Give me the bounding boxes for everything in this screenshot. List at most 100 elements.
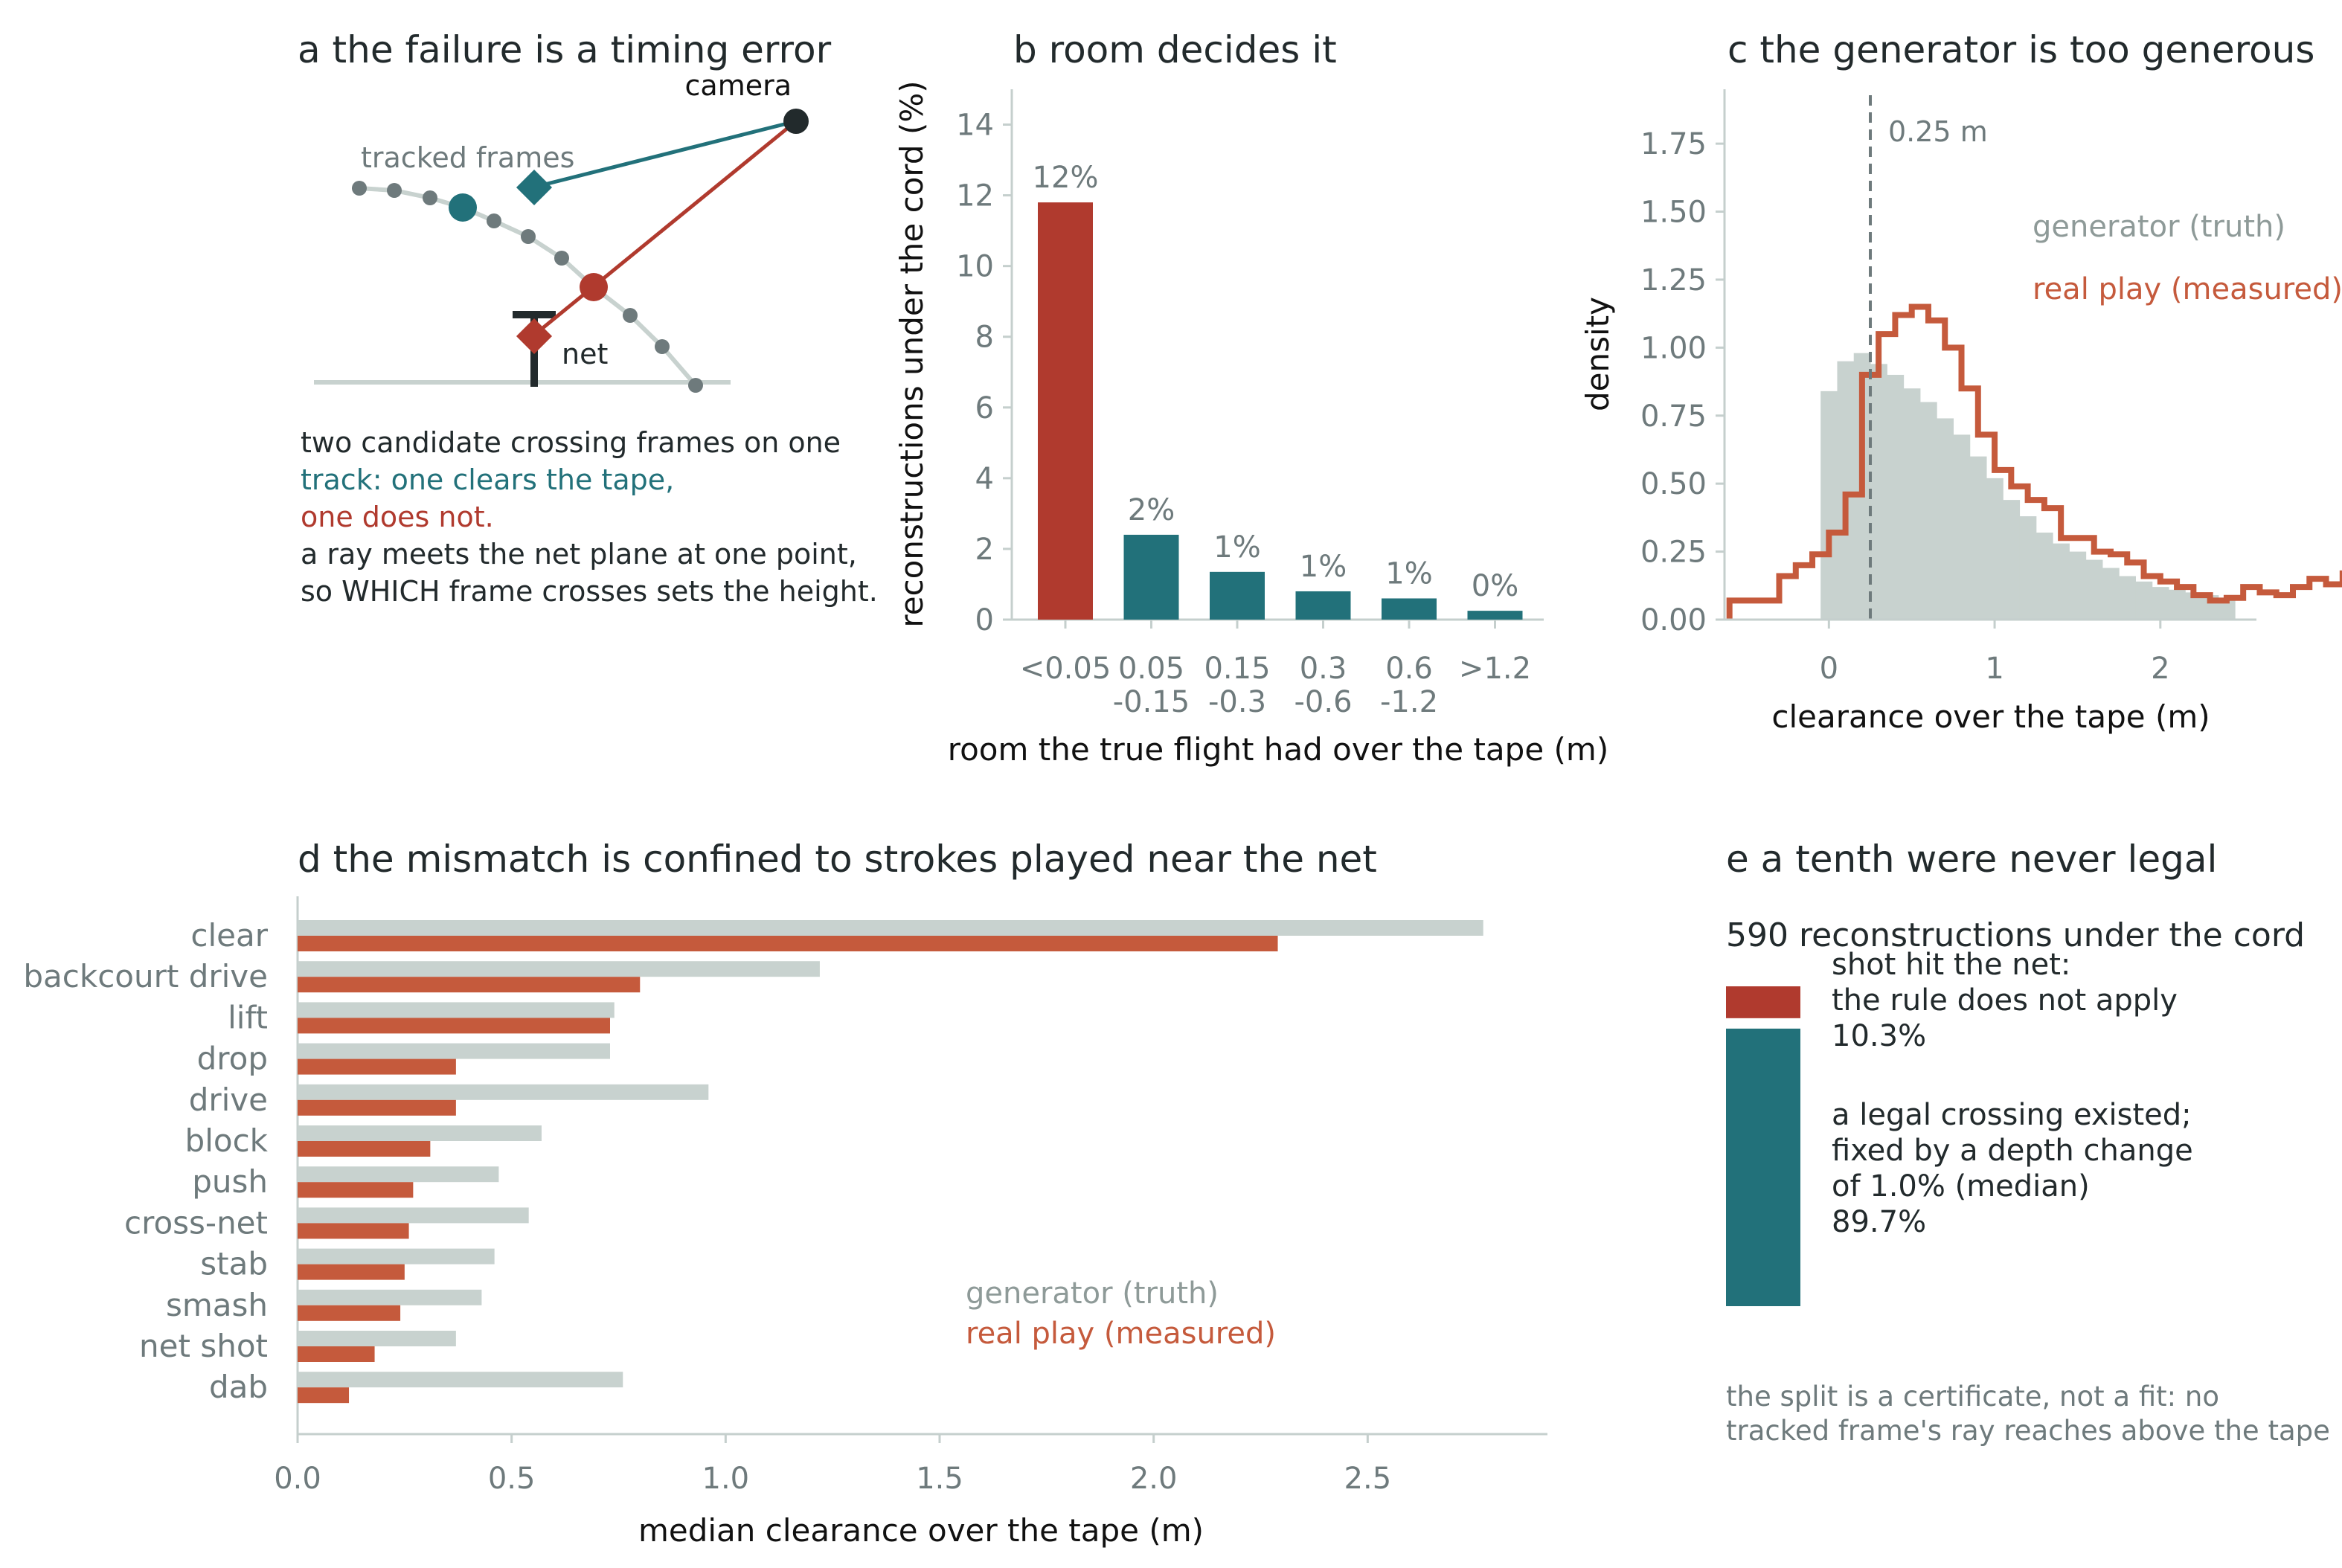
panel-d-title: d the mismatch is confined to strokes pl… <box>298 838 1377 881</box>
panel-b-x-tick-label: <0.05 <box>1020 652 1111 686</box>
panel-b-data-label: 1% <box>1213 530 1260 565</box>
panel-b-bar <box>1382 598 1437 620</box>
panel-b-x-tick-label: -0.6 <box>1294 685 1352 719</box>
tracked-frame-dot <box>387 183 402 198</box>
panel-c-generator-bin <box>1887 374 1905 620</box>
panel-e-stacked-bar <box>1726 986 1800 1306</box>
panel-a-text-line: a ray meets the net plane at one point, <box>301 538 857 571</box>
panel-c-generator-bin <box>2053 543 2070 620</box>
panel-c-generator-bin <box>2085 559 2103 620</box>
panel-b-y-tick-label: 6 <box>975 391 994 425</box>
panel-a-text-line: two candidate crossing frames on one <box>301 426 841 459</box>
panel-c: c the generator is too generous 0.25 m 0… <box>1579 28 2342 735</box>
panel-d-real-play-bar <box>298 1387 350 1404</box>
panel-c-generator-bin <box>2152 587 2169 620</box>
ray-under-tape <box>531 120 798 338</box>
panel-b-data-label: 12% <box>1033 161 1099 195</box>
panel-c-generator-bin <box>1870 364 1887 620</box>
panel-b-bar <box>1467 611 1523 620</box>
panel-b-x-axis-label: room the true flight had over the tape (… <box>948 731 1608 768</box>
panel-b-y-tick-label: 4 <box>975 462 994 496</box>
panel-e-segment-label-line: a legal crossing existed; <box>1832 1098 2192 1132</box>
panel-c-y-ticks: 0.00 0.25 0.50 0.75 1.00 1.25 1.50 1.75 <box>1640 127 1725 637</box>
panel-c-generator-bin <box>1820 391 1838 620</box>
panel-d-generator-bar <box>298 1207 529 1224</box>
panel-e-header: 590 reconstructions under the cord <box>1726 916 2305 954</box>
panel-d-bars <box>298 920 1483 1404</box>
panel-d-real-play-bar <box>298 936 1278 951</box>
panel-b-x-tick-label: >1.2 <box>1459 652 1531 686</box>
panel-c-generator-bin <box>1903 388 1921 620</box>
panel-d-real-play-bar <box>298 1099 456 1116</box>
panel-a-text-line: so WHICH frame crosses sets the height. <box>301 575 878 608</box>
panel-d-category-label: smash <box>166 1287 268 1323</box>
panel-d-real-play-bar <box>298 1182 414 1198</box>
panel-c-generator-bin <box>2035 532 2053 620</box>
panel-b-x-ticks: <0.05 0.05-0.15 0.15-0.3 0.3-0.6 0.6-1.2 >1.2 <box>1020 620 1531 719</box>
panel-b-data-label: 1% <box>1300 550 1347 584</box>
panel-b-bar <box>1210 571 1265 620</box>
panel-d-legend-real-play: real play (measured) <box>966 1317 1276 1351</box>
panel-d-category-label: clear <box>190 917 268 954</box>
panel-a: a the failure is a timing error <box>298 28 878 608</box>
panel-c-generator-bin <box>1937 418 1954 620</box>
panel-d-real-play-bar <box>298 1141 431 1157</box>
panel-d-generator-bar <box>298 1372 623 1388</box>
panel-d-category-label: lift <box>228 999 268 1035</box>
panel-e-footnote-line: the split is a certificate, not a fit: n… <box>1726 1381 2219 1413</box>
panel-c-x-axis-label: clearance over the tape (m) <box>1771 698 2210 735</box>
panel-e-segment-label-line: 89.7% <box>1832 1205 1926 1239</box>
panel-c-real-play-step <box>1726 303 2342 620</box>
panel-b-x-tick-label: 0.6 <box>1385 652 1433 686</box>
panel-c-y-tick-label: 0.75 <box>1640 399 1707 434</box>
panel-c-generator-bin <box>1969 456 1987 620</box>
panel-c-generator-bin <box>2168 589 2186 620</box>
panel-c-reference-label: 0.25 m <box>1888 115 1988 148</box>
panel-c-generator-bin <box>1953 434 1971 620</box>
panel-c-x-tick-label: 0 <box>1820 652 1838 686</box>
panel-d-legend-generator: generator (truth) <box>966 1276 1219 1311</box>
panel-b-data-label: 1% <box>1385 556 1432 591</box>
panel-d-x-tick-label: 1.5 <box>916 1462 963 1496</box>
panel-c-generator-bin <box>2102 568 2120 620</box>
panel-d-generator-bar <box>298 1125 542 1141</box>
panel-d-real-play-bar <box>298 1018 610 1034</box>
panel-b-x-tick-label: -0.3 <box>1208 685 1266 719</box>
tracked-frame-dot <box>688 378 703 393</box>
panel-b-data-labels: 12% 2% 1% 1% 1% 0% <box>1033 161 1519 603</box>
panel-b-y-tick-label: 12 <box>956 179 994 213</box>
panel-b-bar <box>1038 202 1093 620</box>
tracked-frame-dot <box>423 190 437 205</box>
panel-e-segment-label-line: of 1.0% (median) <box>1832 1169 2090 1204</box>
panel-e-title: e a tenth were never legal <box>1726 838 2217 881</box>
tracked-frame-dot <box>352 181 367 196</box>
panel-b-bar <box>1123 534 1179 620</box>
panel-d-real-play-bar <box>298 977 641 993</box>
panel-b-y-tick-label: 14 <box>956 109 994 143</box>
panel-b-y-tick-label: 10 <box>956 250 994 284</box>
panel-b-data-label: 0% <box>1472 569 1518 603</box>
panel-b-bars <box>1038 202 1523 620</box>
panel-b-y-axis-label: reconstructions under the cord (%) <box>894 80 930 627</box>
panel-d-category-label: net shot <box>139 1328 268 1364</box>
panel-d-real-play-bar <box>298 1346 375 1362</box>
panel-d-category-label: stab <box>200 1246 268 1282</box>
panel-e-footnote-line: tracked frame's ray reaches above the ta… <box>1726 1415 2330 1447</box>
panel-d-generator-bar <box>298 1289 482 1305</box>
panel-d-category-label: backcourt drive <box>23 958 268 995</box>
panel-c-x-tick-label: 1 <box>1985 652 2003 686</box>
panel-d-x-tick-label: 1.0 <box>702 1462 750 1496</box>
tracked-frame-dot <box>521 229 536 244</box>
panel-d-real-play-bar <box>298 1058 456 1075</box>
panel-b-title: b room decides it <box>1013 28 1337 71</box>
panel-e-segment-label-line: fixed by a depth change <box>1832 1134 2193 1168</box>
panel-d-x-tick-label: 2.0 <box>1130 1462 1178 1496</box>
panel-a-title: a the failure is a timing error <box>298 28 832 71</box>
tracked-frame-dots <box>352 181 703 393</box>
panel-e-segment-label-line: the rule does not apply <box>1832 983 2178 1018</box>
panel-d-x-tick-label: 0.5 <box>488 1462 536 1496</box>
panel-d-category-label: drive <box>189 1082 268 1118</box>
panel-c-y-axis-label: density <box>1579 297 1616 411</box>
panel-c-generator-bin <box>2003 500 2021 620</box>
